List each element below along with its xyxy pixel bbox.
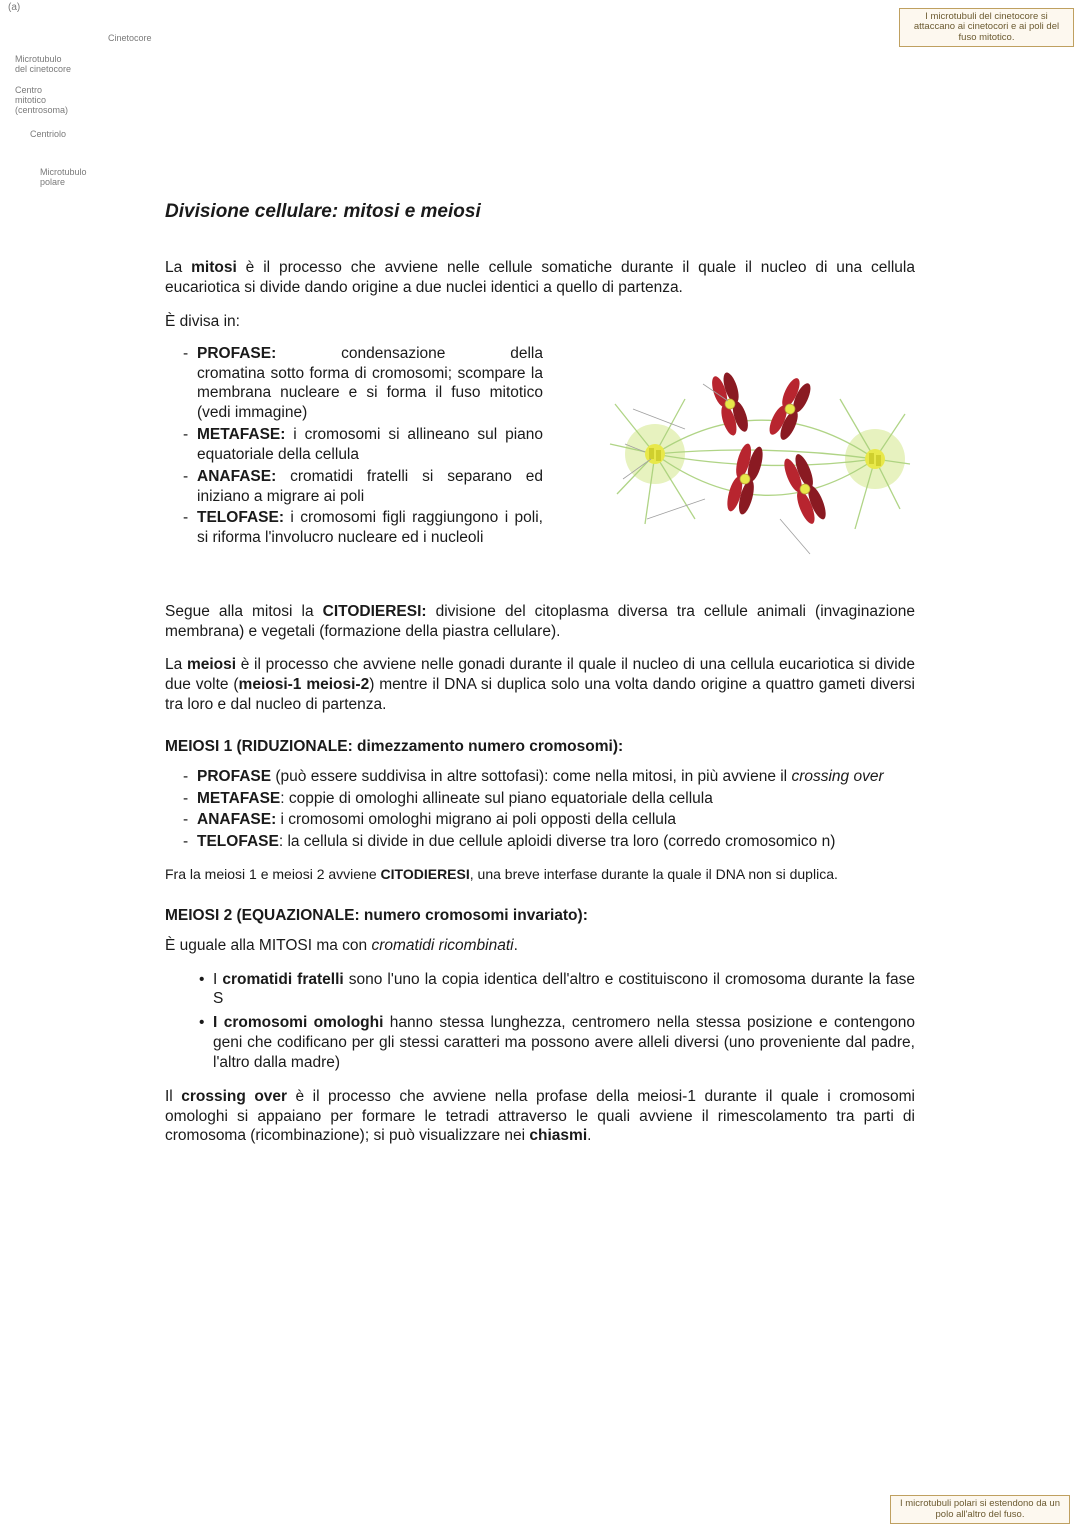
phase-label: METAFASE: — [197, 426, 285, 443]
crossing-over-paragraph: Il crossing over è il processo che avvie… — [165, 1087, 915, 1146]
bullet-cromatidi-fratelli: I cromatidi fratelli sono l'uno la copia… — [199, 970, 915, 1010]
t: chiasmi — [529, 1127, 587, 1144]
phase-telofase: TELOFASE: i cromosomi figli raggiungono … — [183, 508, 543, 548]
t: I cromosomi omologhi — [213, 1014, 383, 1031]
phase-label: PROFASE — [197, 768, 271, 785]
t: (può essere suddivisa in altre sottofasi… — [271, 768, 791, 785]
callout-top: I microtubuli del cinetocore si attaccan… — [899, 8, 1074, 47]
term-crossing-over: crossing over — [791, 768, 883, 785]
spindle-svg — [555, 344, 915, 584]
phase-text: cromatina sotto forma di cromosomi; scom… — [197, 365, 543, 422]
intro-paragraph: La mitosi è il processo che avviene nell… — [165, 258, 915, 298]
meiosi-intro: La meiosi è il processo che avviene nell… — [165, 655, 915, 714]
interphase-note: Fra la meiosi 1 e meiosi 2 avviene CITOD… — [165, 866, 915, 884]
t: CITODIERESI — [381, 866, 470, 882]
t: Fra la meiosi 1 e meiosi 2 avviene — [165, 866, 381, 882]
m1-metafase: METAFASE: coppie di omologhi allineate s… — [183, 789, 915, 809]
label-microtubulo-cinetocore: Microtubulo del cinetocore — [15, 55, 71, 75]
label-microtubulo-polare: Microtubulo polare — [40, 168, 87, 188]
t: È uguale alla MITOSI ma con — [165, 937, 371, 954]
divisa-in: È divisa in: — [165, 312, 915, 332]
t: crossing over — [181, 1088, 287, 1105]
term-citodieresi: CITODIERESI: — [323, 603, 427, 620]
callout-bottom: I microtubuli polari si estendono da un … — [890, 1495, 1070, 1524]
t: è il processo che avviene nelle cellule … — [165, 259, 915, 296]
meiosi2-heading: MEIOSI 2 (EQUAZIONALE: numero cromosomi … — [165, 906, 915, 926]
page-title: Divisione cellulare: mitosi e meiosi — [165, 200, 915, 224]
phase-list-column: PROFASE: condensazione della cromatina s… — [165, 344, 543, 584]
t: Segue alla mitosi la — [165, 603, 323, 620]
phase-label: TELOFASE — [197, 833, 279, 850]
label-cinetocore: Cinetocore — [108, 34, 152, 44]
phase-label: ANAFASE: — [197, 811, 276, 828]
t: i cromosomi omologhi migrano ai poli opp… — [276, 811, 676, 828]
meiosi2-line: È uguale alla MITOSI ma con cromatidi ri… — [165, 936, 915, 956]
term-mitosi: mitosi — [191, 259, 237, 276]
t: Il — [165, 1088, 181, 1105]
phase-label: PROFASE: — [197, 344, 276, 364]
t: della — [510, 344, 543, 364]
phase-anafase: ANAFASE: cromatidi fratelli si separano … — [183, 467, 543, 507]
bullet-cromosomi-omologhi: I cromosomi omologhi hanno stessa lunghe… — [199, 1013, 915, 1072]
t: : coppie di omologhi allineate sul piano… — [280, 790, 713, 807]
citodieresi-paragraph: Segue alla mitosi la CITODIERESI: divisi… — [165, 602, 915, 642]
meiosi1-heading: MEIOSI 1 (RIDUZIONALE: dimezzamento nume… — [165, 737, 915, 757]
label-centro-mitotico: Centro mitotico (centrosoma) — [15, 86, 68, 116]
mitosis-diagram: (a) I microtubuli del cinetocore si atta… — [555, 344, 915, 584]
t: meiosi-1 meiosi-2 — [239, 676, 370, 693]
term-meiosi: meiosi — [187, 656, 236, 673]
phase-label: TELOFASE: — [197, 509, 284, 526]
phase-metafase: METAFASE: i cromosomi si allineano sul p… — [183, 425, 543, 465]
t: . — [514, 937, 518, 954]
t: I — [213, 971, 222, 988]
phase-label: METAFASE — [197, 790, 280, 807]
m1-profase: PROFASE (può essere suddivisa in altre s… — [183, 767, 915, 787]
t: cromatidi fratelli — [222, 971, 343, 988]
t: , una breve interfase durante la quale i… — [470, 866, 838, 882]
figure-tag: (a) — [8, 2, 20, 13]
t: . — [587, 1127, 591, 1144]
t: La — [165, 656, 187, 673]
t: La — [165, 259, 191, 276]
phase-profase: PROFASE: condensazione della cromatina s… — [183, 344, 543, 423]
t: condensazione — [341, 344, 445, 364]
m1-telofase: TELOFASE: la cellula si divide in due ce… — [183, 832, 915, 852]
t: cromatidi ricombinati — [371, 937, 513, 954]
phase-label: ANAFASE: — [197, 468, 276, 485]
m1-anafase: ANAFASE: i cromosomi omologhi migrano ai… — [183, 810, 915, 830]
t: : la cellula si divide in due cellule ap… — [279, 833, 836, 850]
label-centriolo: Centriolo — [30, 130, 66, 140]
